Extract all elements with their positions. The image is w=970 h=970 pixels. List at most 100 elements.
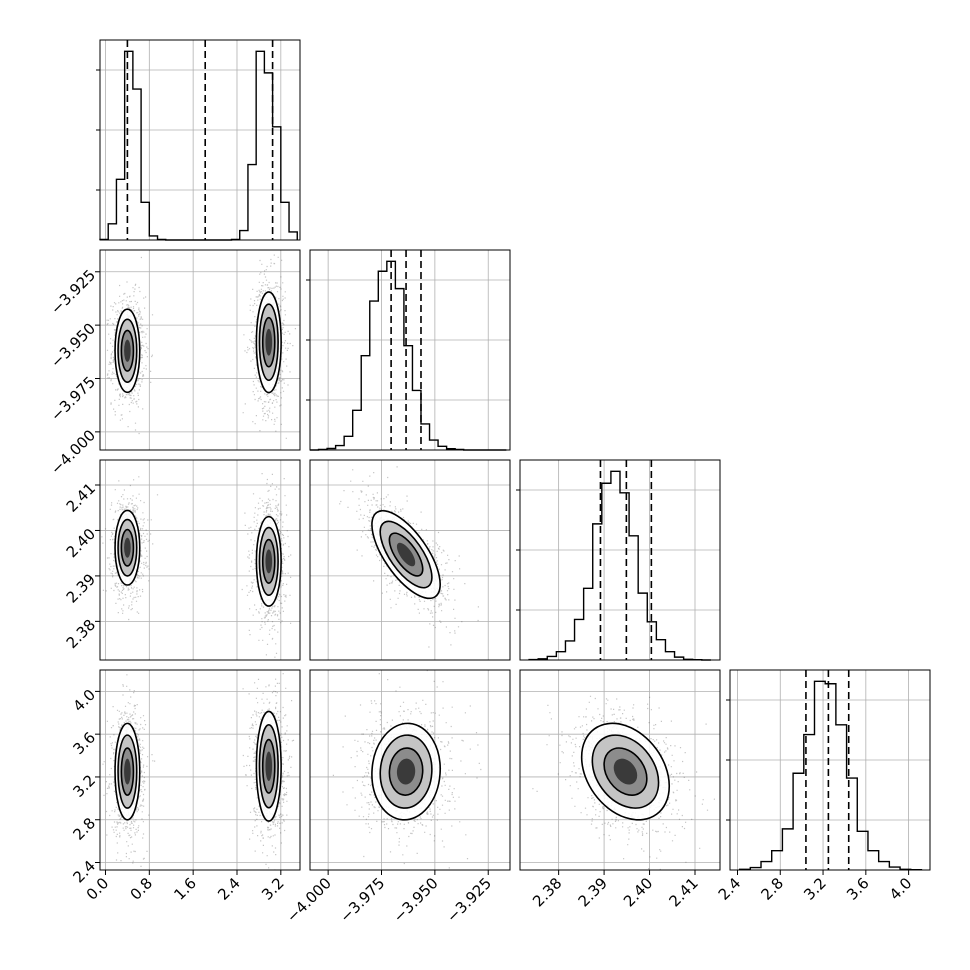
density-cluster bbox=[580, 722, 671, 821]
histogram-step-line bbox=[310, 260, 507, 451]
contour-inner bbox=[120, 329, 135, 372]
contour-level bbox=[379, 734, 433, 809]
y-tick-label: −4.000 bbox=[47, 426, 99, 478]
y-tick-label: −3.950 bbox=[47, 319, 99, 371]
x-tick-label: 2.40 bbox=[620, 874, 656, 910]
x-tick-label: −3.925 bbox=[443, 874, 495, 926]
hist-panel-1 bbox=[306, 249, 511, 451]
panel-frame bbox=[99, 39, 301, 241]
scatter-panel-0-2 bbox=[99, 459, 301, 661]
scatter-panel-2-3 bbox=[519, 669, 721, 871]
contour-outer bbox=[114, 509, 141, 586]
y-tick-label: 3.2 bbox=[69, 771, 99, 801]
y-tick-label: 2.38 bbox=[63, 616, 99, 652]
x-tick-label: 3.2 bbox=[258, 874, 288, 904]
density-fill-core bbox=[124, 537, 131, 558]
panel-frame bbox=[519, 459, 721, 661]
panel-contents bbox=[520, 670, 720, 870]
contour-level bbox=[258, 303, 279, 382]
density-fill-core bbox=[396, 758, 416, 785]
contour-outer bbox=[114, 722, 141, 821]
density-cluster bbox=[371, 722, 441, 821]
x-tick-label: −3.950 bbox=[390, 874, 442, 926]
density-fill-core bbox=[265, 328, 273, 356]
hist-panel-0 bbox=[96, 39, 301, 241]
contour-outer bbox=[580, 722, 671, 821]
panel-frame bbox=[309, 459, 511, 661]
panel-frame bbox=[99, 459, 301, 661]
x-tick-label: −3.975 bbox=[336, 874, 388, 926]
y-tick-label: −3.925 bbox=[47, 266, 99, 318]
contour-level bbox=[258, 526, 279, 596]
contour-outer bbox=[255, 291, 282, 394]
contour-inner bbox=[120, 528, 135, 567]
contour-level bbox=[117, 734, 138, 809]
density-cluster bbox=[255, 291, 282, 394]
contour-outer bbox=[255, 710, 282, 822]
x-tick-label: 2.39 bbox=[575, 874, 611, 910]
panel-frame bbox=[309, 249, 511, 451]
contour-level bbox=[117, 518, 138, 577]
contour-inner bbox=[261, 738, 276, 794]
density-cluster bbox=[114, 308, 141, 394]
panel-frame bbox=[309, 669, 511, 871]
contour-level bbox=[258, 724, 279, 809]
panel-frame bbox=[99, 249, 301, 451]
contour-inner bbox=[120, 747, 135, 796]
panel-contents bbox=[100, 250, 300, 450]
scatter-panel-1-3 bbox=[309, 669, 511, 871]
scatter-points bbox=[241, 473, 292, 658]
density-cluster bbox=[114, 722, 141, 821]
contour-inner bbox=[388, 747, 424, 796]
y-tick-label: 2.40 bbox=[63, 525, 99, 561]
density-fill-core bbox=[613, 758, 638, 785]
panel-frame bbox=[99, 669, 301, 871]
histogram-step-line bbox=[99, 50, 298, 241]
y-tick-label: 2.39 bbox=[63, 570, 99, 606]
density-cluster bbox=[114, 509, 141, 586]
density-cluster bbox=[255, 515, 282, 607]
contour-level bbox=[117, 318, 138, 383]
contour-level bbox=[379, 520, 433, 589]
x-tick-label: 2.8 bbox=[757, 874, 787, 904]
density-fill-core bbox=[124, 339, 131, 362]
x-tick-label: 2.4 bbox=[214, 874, 244, 904]
contour-inner bbox=[261, 316, 276, 368]
contour-outer bbox=[255, 515, 282, 607]
panel-frame bbox=[519, 669, 721, 871]
histogram-step-line bbox=[528, 470, 711, 661]
hist-panel-3 bbox=[726, 669, 931, 871]
histogram-step-line bbox=[738, 680, 923, 871]
contour-inner bbox=[388, 532, 424, 577]
scatter-panel-0-1 bbox=[99, 249, 301, 451]
panel-contents bbox=[310, 460, 510, 660]
y-tick-label: 2.41 bbox=[63, 479, 99, 515]
y-tick-label: −3.975 bbox=[47, 373, 99, 425]
panel-contents bbox=[310, 670, 510, 870]
scatter-panel-0-3 bbox=[99, 669, 301, 871]
panel-contents bbox=[100, 460, 300, 660]
density-fill-core bbox=[396, 542, 416, 567]
contour-outer bbox=[114, 308, 141, 394]
panel-contents bbox=[100, 670, 300, 870]
scatter-panel-1-2 bbox=[309, 459, 511, 661]
x-tick-label: 2.38 bbox=[529, 874, 565, 910]
density-cluster bbox=[371, 509, 441, 600]
y-tick-label: 2.8 bbox=[69, 814, 99, 844]
x-tick-label: −4.000 bbox=[283, 874, 335, 926]
contour-outer bbox=[371, 509, 441, 600]
y-tick-label: 4.0 bbox=[69, 686, 99, 716]
contour-level bbox=[591, 734, 660, 809]
contour-inner bbox=[603, 747, 648, 796]
panel-frame bbox=[729, 669, 931, 871]
x-tick-label: 3.2 bbox=[800, 874, 830, 904]
density-fill-core bbox=[265, 751, 273, 781]
x-tick-label: 2.41 bbox=[665, 874, 701, 910]
x-tick-label: 2.4 bbox=[715, 874, 745, 904]
x-tick-label: 3.6 bbox=[843, 874, 873, 904]
x-tick-label: 0.8 bbox=[127, 874, 157, 904]
density-fill-core bbox=[265, 549, 273, 574]
contour-inner bbox=[261, 538, 276, 584]
density-cluster bbox=[255, 710, 282, 822]
